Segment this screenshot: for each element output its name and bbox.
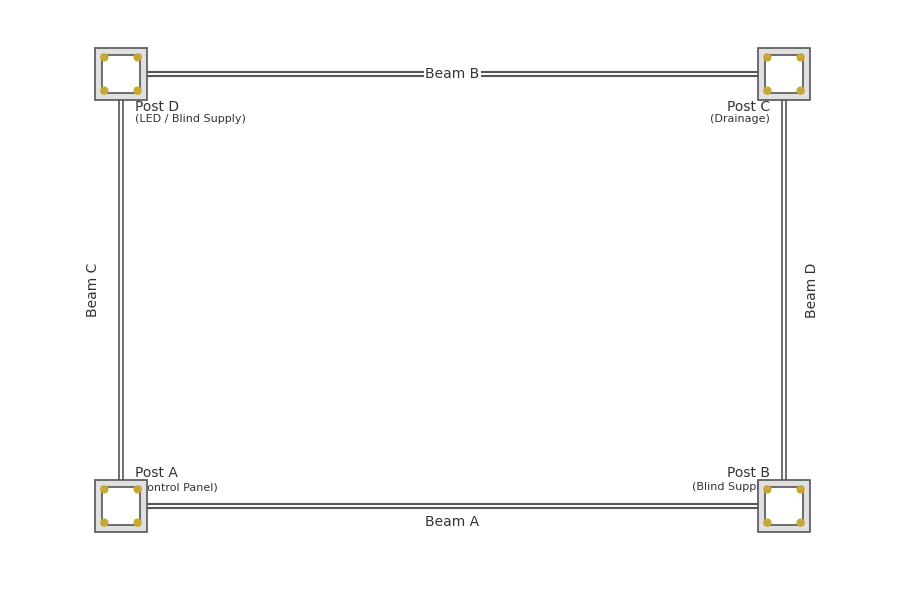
Circle shape xyxy=(797,519,804,526)
Text: (Drainage): (Drainage) xyxy=(710,114,770,124)
Circle shape xyxy=(764,87,771,94)
Circle shape xyxy=(797,87,804,94)
Text: (Blind Supply): (Blind Supply) xyxy=(691,482,770,492)
Bar xyxy=(95,48,147,100)
Circle shape xyxy=(797,54,804,61)
Circle shape xyxy=(134,87,141,94)
Circle shape xyxy=(134,486,141,493)
Circle shape xyxy=(134,519,141,526)
Text: (Control Panel): (Control Panel) xyxy=(135,482,218,492)
Bar xyxy=(102,487,140,525)
Bar xyxy=(758,48,810,100)
Circle shape xyxy=(797,486,804,493)
Circle shape xyxy=(764,54,771,61)
Text: Beam B: Beam B xyxy=(426,67,480,81)
Bar xyxy=(102,55,140,93)
Circle shape xyxy=(101,54,108,61)
Circle shape xyxy=(764,519,771,526)
Text: Beam A: Beam A xyxy=(426,515,480,529)
Text: Beam C: Beam C xyxy=(86,263,100,317)
Bar xyxy=(95,480,147,532)
Bar xyxy=(765,487,803,525)
Text: Post D: Post D xyxy=(135,100,179,114)
Circle shape xyxy=(101,486,108,493)
Circle shape xyxy=(101,519,108,526)
Text: Post A: Post A xyxy=(135,466,178,480)
Text: Beam D: Beam D xyxy=(805,262,819,317)
Circle shape xyxy=(134,54,141,61)
Circle shape xyxy=(101,87,108,94)
Text: Post B: Post B xyxy=(727,466,770,480)
Bar xyxy=(758,480,810,532)
Text: Post C: Post C xyxy=(727,100,770,114)
Bar xyxy=(765,55,803,93)
Circle shape xyxy=(764,486,771,493)
Text: (LED / Blind Supply): (LED / Blind Supply) xyxy=(135,114,246,124)
